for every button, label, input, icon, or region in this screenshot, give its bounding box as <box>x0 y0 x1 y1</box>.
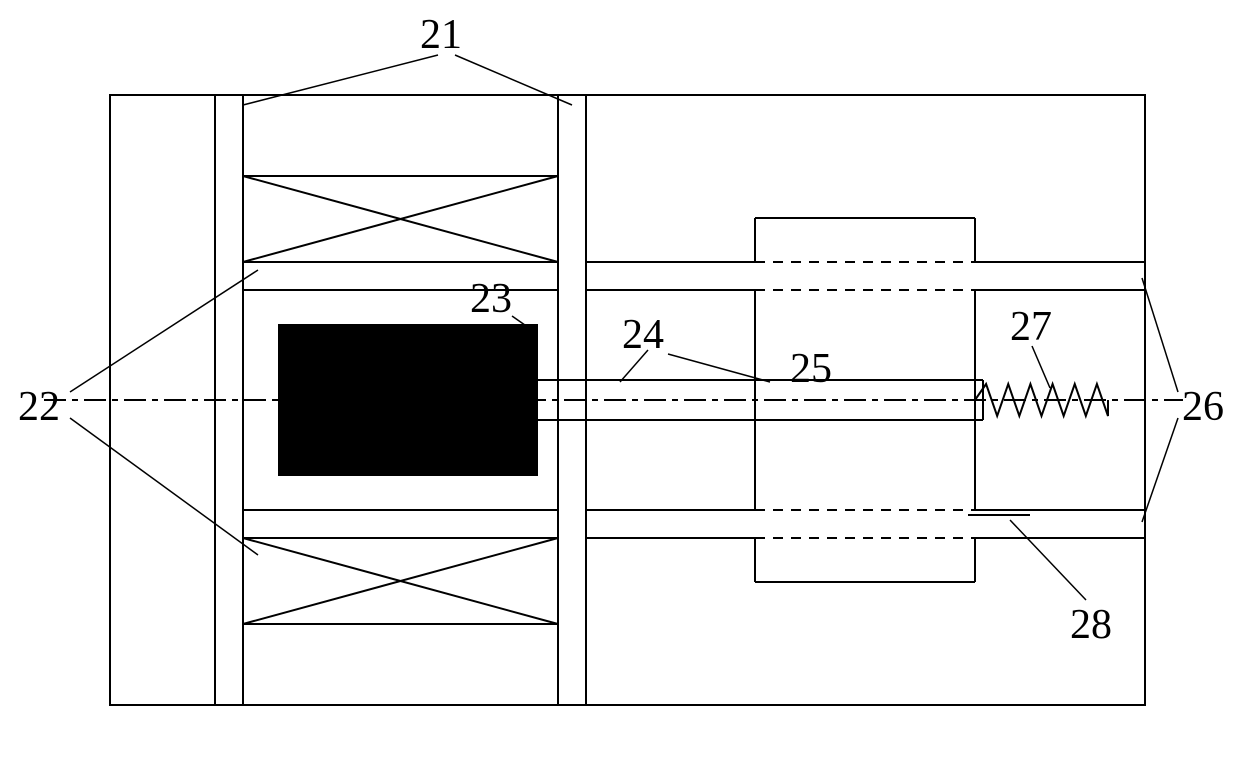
leader-from21-1 <box>455 55 572 105</box>
label-27: 27 <box>1010 304 1052 350</box>
label-26: 26 <box>1182 384 1224 430</box>
leader-from26-1 <box>1142 418 1178 522</box>
leader-from28-0 <box>1010 520 1086 600</box>
leader-from21-0 <box>243 55 438 105</box>
label-28: 28 <box>1070 602 1112 648</box>
leader-from27-0 <box>1032 346 1050 388</box>
label-25: 25 <box>790 346 832 392</box>
leader-from22-1 <box>70 418 258 555</box>
leader-from26-0 <box>1142 278 1178 392</box>
label-24: 24 <box>622 312 664 358</box>
leader-from22-0 <box>70 270 258 392</box>
label-21: 21 <box>420 12 462 58</box>
core <box>278 324 538 476</box>
label-22: 22 <box>18 384 60 430</box>
label-23: 23 <box>470 276 512 322</box>
